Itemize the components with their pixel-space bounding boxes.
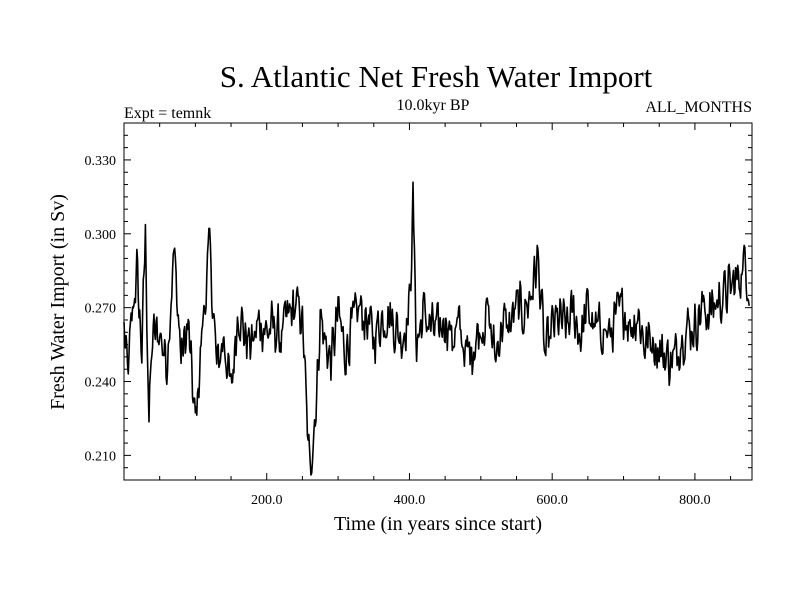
experiment-label: Expt = temnk [124,105,211,122]
y-tick-label: 0.210 [85,449,117,464]
plot-frame [123,122,753,481]
y-tick-label: 0.330 [85,154,117,169]
chart-subtitle: 10.0kyr BP [397,97,470,114]
x-axis-label: Time (in years since start) [334,513,542,535]
y-axis-label: Fresh Water Import (in Sv) [47,194,69,410]
x-tick-label: 200.0 [251,493,283,508]
months-label: ALL_MONTHS [645,99,752,116]
x-tick-label: 800.0 [679,493,711,508]
chart-title: S. Atlantic Net Fresh Water Import [220,59,653,94]
x-tick-label: 600.0 [536,493,568,508]
data-series [123,181,750,476]
y-ticks: 0.210 0.240 0.270 0.300 0.330 [85,134,752,469]
series-line [123,181,750,476]
y-tick-label: 0.240 [85,376,117,391]
y-tick-label: 0.300 [85,228,117,243]
x-tick-label: 400.0 [394,493,426,508]
y-tick-label: 0.270 [85,302,117,317]
x-ticks: 200.0 400.0 600.0 800.0 [159,123,732,508]
